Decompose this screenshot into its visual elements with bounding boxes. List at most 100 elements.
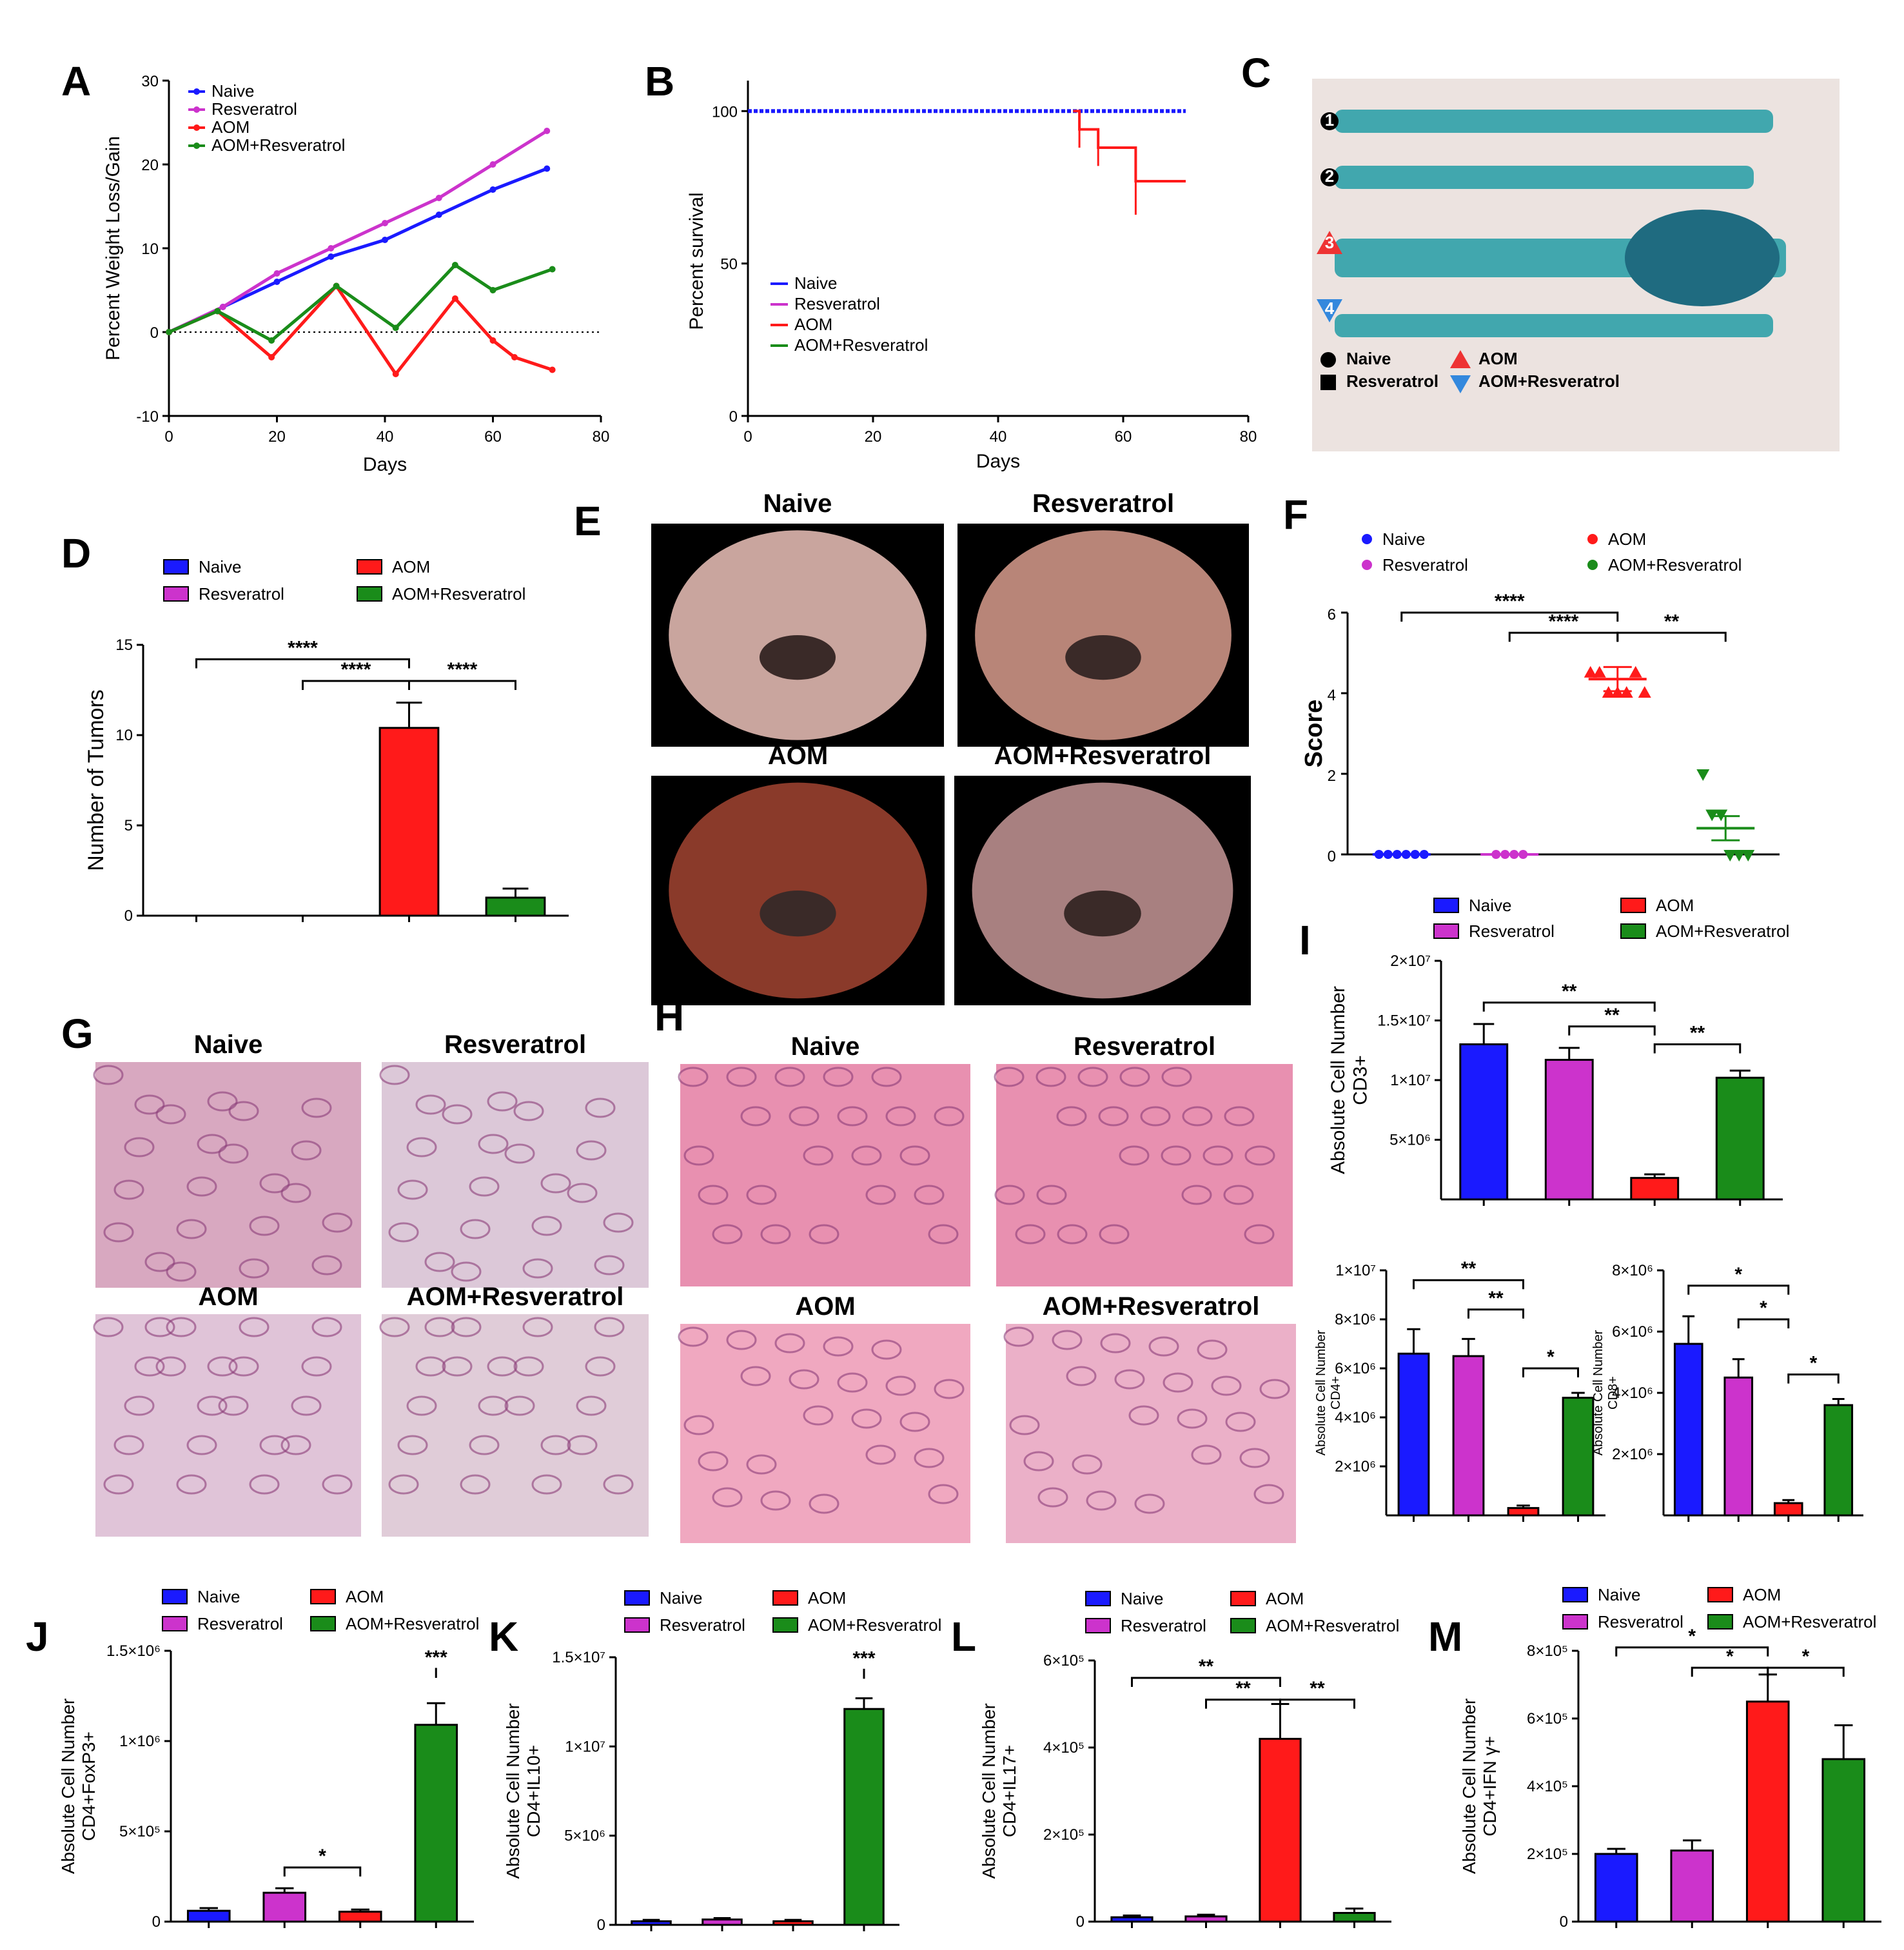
E-lumen: [760, 891, 836, 937]
I-CD3-sig-label: **: [1604, 1005, 1620, 1026]
panel-H-letter: H: [654, 993, 684, 1039]
I-CD3-sig-bracket: [1653, 1043, 1742, 1054]
D-y-label-line1: Number of Tumors: [84, 689, 108, 871]
G-gland: [379, 1317, 410, 1337]
I-CD8-sig-bracket: [1737, 1318, 1790, 1328]
panel-E-letter: E: [574, 498, 602, 544]
panel-C-letter: C: [1241, 50, 1271, 96]
J-y-tick-label: 5×10⁵: [119, 1823, 161, 1840]
I-CD3-y-label-line2: CD3+: [1350, 1055, 1371, 1105]
F-point: [1638, 686, 1651, 698]
I-CD4-y-label-line1: Absolute Cell Number: [1314, 1330, 1328, 1455]
K-bar-resveratrol: [702, 1918, 743, 1926]
M-bar-naive: [1594, 1853, 1638, 1923]
A-y-label: Percent Weight Loss/Gain: [103, 136, 124, 360]
H-gland: [1177, 1408, 1208, 1429]
C-legend-marker: [1320, 352, 1336, 368]
K-legend-label: Naive: [660, 1588, 702, 1608]
L-y-tick-label: 4×10⁵: [1043, 1739, 1084, 1757]
G-gland: [124, 1395, 155, 1416]
G-gland: [207, 1356, 238, 1377]
G-title-3: AOM+Resveratrol: [407, 1283, 624, 1311]
D-legend-swatch: [163, 586, 189, 602]
G-gland: [207, 1091, 238, 1112]
G-gland: [301, 1098, 332, 1118]
C-badge-number: 2: [1325, 166, 1334, 186]
A-y-tick-label: 30: [141, 73, 159, 90]
L-legend-label: Resveratrol: [1121, 1616, 1206, 1635]
F-point: [1696, 769, 1710, 781]
I-CD4-y-tick-label: 4×10⁶: [1335, 1409, 1376, 1426]
H-histology-image: [1006, 1324, 1296, 1543]
I-legend-label: Resveratrol: [1469, 921, 1555, 941]
B-legend-label: Resveratrol: [794, 294, 880, 313]
H-gland: [928, 1224, 959, 1245]
G-gland: [239, 1317, 270, 1337]
D-legend-label: AOM: [392, 557, 430, 576]
H-gland: [740, 1366, 771, 1386]
D-legend-label: AOM+Resveratrol: [392, 584, 525, 604]
M-legend-label: AOM+Resveratrol: [1743, 1612, 1876, 1631]
G-gland: [504, 1143, 535, 1164]
M-legend-label: Resveratrol: [1598, 1612, 1683, 1631]
G-histology-image: [382, 1314, 649, 1537]
D-y-tick-label: 5: [124, 817, 133, 834]
I-CD4-y-tick-label: 2×10⁶: [1335, 1458, 1376, 1475]
M-sig-bracket: [1767, 1666, 1845, 1677]
G-gland: [124, 1137, 155, 1157]
G-gland: [603, 1474, 634, 1495]
K-legend-swatch: [624, 1617, 650, 1633]
A-y-label-text: Percent Weight Loss/Gain: [103, 136, 124, 360]
I-legend-label: AOM+Resveratrol: [1656, 921, 1789, 941]
M-y-label-line1: Absolute Cell Number: [1459, 1699, 1479, 1874]
H-gland: [789, 1369, 820, 1390]
H-gland: [1191, 1444, 1222, 1465]
F-sig-label: ****: [1495, 591, 1525, 612]
H-gland: [1140, 1106, 1171, 1127]
M-bar-resveratrol: [1670, 1849, 1714, 1923]
I-CD4-bar-resveratrol: [1452, 1355, 1485, 1517]
H-gland: [1086, 1490, 1117, 1511]
I-CD4-y-label-line2: CD4+: [1329, 1376, 1343, 1410]
A-legend-label: Naive: [211, 81, 254, 101]
G-gland: [259, 1173, 290, 1194]
A-point: [489, 337, 496, 344]
F-sig-bracket: [1400, 611, 1619, 622]
J-legend-swatch: [310, 1616, 336, 1631]
H-gland: [774, 1067, 805, 1087]
K-y-tick-label: 5×10⁶: [564, 1827, 605, 1845]
H-gland: [789, 1106, 820, 1127]
G-gland: [176, 1474, 207, 1495]
F-legend-marker: [1587, 560, 1598, 570]
L-sig-label: **: [1199, 1656, 1214, 1677]
H-gland: [899, 1412, 930, 1432]
F-point: [1732, 850, 1746, 862]
J-bar-resveratrol: [262, 1891, 307, 1923]
H-gland: [934, 1106, 965, 1127]
H-gland: [1072, 1454, 1103, 1475]
panel-L-letter: L: [951, 1613, 976, 1660]
G-gland: [322, 1212, 353, 1233]
K-legend-swatch: [624, 1590, 650, 1606]
A-point: [549, 366, 556, 373]
F-legend-marker: [1587, 534, 1598, 544]
A-point: [382, 237, 388, 243]
H-gland: [1099, 1224, 1130, 1245]
H-gland: [683, 1415, 714, 1435]
H-gland: [1202, 1145, 1233, 1166]
G-gland: [415, 1356, 446, 1377]
G-gland: [113, 1179, 144, 1200]
A-legend-marker: [193, 143, 200, 149]
H-gland: [746, 1454, 777, 1475]
M-legend-swatch: [1562, 1614, 1588, 1630]
M-sig-bracket: [1615, 1646, 1769, 1657]
B-y-tick-label: 50: [720, 256, 738, 273]
H-gland: [851, 1408, 882, 1429]
H-gland: [1148, 1336, 1179, 1357]
G-gland: [103, 1474, 134, 1495]
I-CD3-y-label: Absolute Cell Number CD3+: [1328, 986, 1371, 1174]
panel-G-letter: G: [61, 1010, 93, 1057]
H-histology-image: [996, 1064, 1293, 1286]
H-gland: [1161, 1067, 1192, 1087]
M-legend-label: AOM: [1743, 1585, 1781, 1604]
